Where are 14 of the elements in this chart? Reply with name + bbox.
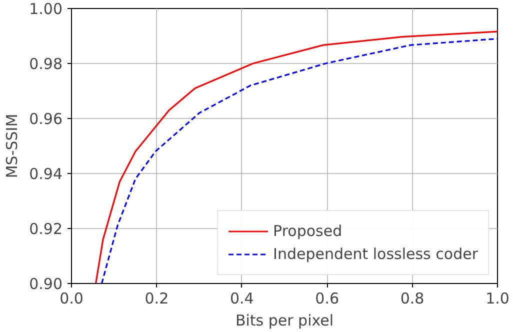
x-tick-label: 0.6	[315, 290, 340, 308]
x-tick-label: 0.2	[144, 290, 169, 308]
y-axis-title: MS-SSIM	[3, 114, 22, 178]
y-tick-label: 0.94	[29, 165, 63, 183]
legend-label: Proposed	[273, 222, 342, 240]
x-tick-label: 0.4	[230, 290, 254, 308]
legend-label: Independent lossless coder	[273, 245, 478, 263]
x-tick-label: 0.8	[400, 290, 424, 308]
y-tick-label: 1.00	[29, 0, 63, 18]
x-tick-label: 1.0	[486, 290, 510, 308]
y-tick-label: 0.96	[29, 110, 63, 128]
y-tick-label: 0.92	[29, 220, 63, 238]
x-axis-title: Bits per pixel	[235, 312, 334, 330]
y-tick-label: 0.98	[29, 55, 63, 73]
